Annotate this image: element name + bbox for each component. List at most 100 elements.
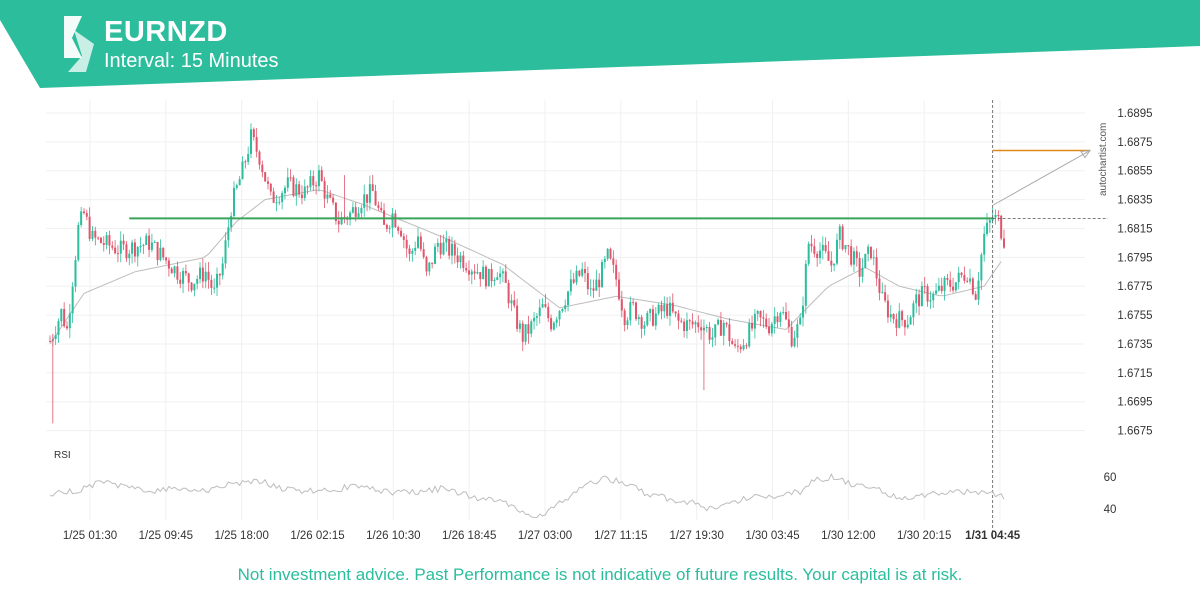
candle [810,234,813,253]
candle [431,262,434,269]
candle [674,311,677,318]
candle [133,238,136,263]
candle [306,185,309,195]
candle [323,177,326,208]
candle [417,227,420,249]
candle [337,211,340,233]
candle [963,266,966,284]
candle [547,302,550,322]
candle [694,320,697,333]
candle [759,310,762,327]
candle [722,319,725,346]
candle [960,272,963,278]
candle [391,208,394,238]
candle [807,241,810,267]
candle [91,226,94,242]
candle [637,314,640,326]
candle [872,249,875,266]
time-tick-label: 1/30 20:15 [897,530,951,542]
candle [368,175,371,211]
candle [909,315,912,325]
candle [983,226,986,262]
candle [802,296,805,327]
candle [371,174,374,192]
candle [912,300,915,326]
candle [216,267,219,297]
price-tick-label: 1.6735 [1117,339,1152,351]
candle [207,262,210,289]
candle [734,339,737,349]
candle [496,272,499,281]
candle [685,312,688,339]
candle [131,239,134,264]
candle [122,234,125,251]
candle [827,241,830,261]
candle [1000,214,1003,241]
candle [224,232,227,269]
candle [765,313,768,330]
candle [663,296,666,319]
candle [428,261,431,276]
candle [929,291,932,309]
candle [898,303,901,329]
candle [97,236,100,241]
candle [558,310,561,327]
candle [756,309,759,322]
candle [572,272,575,285]
candle [618,272,621,301]
candle [623,308,626,332]
candle [586,266,589,295]
candle [363,184,366,217]
candle [317,164,320,192]
time-tick-label: 1/27 19:30 [669,530,723,542]
candle [666,296,669,319]
candle [187,272,190,292]
candle [504,264,507,284]
candle [932,291,935,308]
candle [937,277,940,292]
candle [581,262,584,278]
candle [923,276,926,294]
candle [598,273,601,298]
candle [796,319,799,348]
time-tick-label: 1/26 02:15 [290,530,344,542]
candle [397,225,400,235]
rsi-tick-label: 40 [1104,504,1117,516]
candle [575,265,578,286]
symbol-title: EURNZD [104,16,228,48]
candle [818,242,821,264]
candle [677,310,680,330]
candle [334,202,337,225]
candle [114,240,117,255]
candle [793,330,796,348]
candle [247,146,250,165]
candle [852,247,855,272]
candle [300,185,303,205]
candle [213,278,216,294]
rsi-tick-label: 60 [1104,472,1117,484]
candle [671,293,674,314]
candle [479,271,482,287]
candle [467,260,470,281]
candle [465,262,468,273]
candle [119,231,122,263]
candle [227,218,230,248]
candle [71,282,74,324]
candle [448,235,451,260]
price-tick-label: 1.6835 [1117,195,1152,207]
candle [374,184,377,206]
candle [861,258,864,283]
rsi-panel: RSI 60 40 [49,450,1117,519]
candle [745,343,748,350]
candle [790,320,793,348]
candle [309,169,312,191]
candle [629,296,632,326]
candle [272,187,275,204]
candle [49,335,51,343]
candle [668,296,671,326]
candle [742,339,745,351]
candle [988,217,991,233]
rsi-line [49,472,1005,519]
candle [892,313,895,324]
candle [60,308,63,327]
